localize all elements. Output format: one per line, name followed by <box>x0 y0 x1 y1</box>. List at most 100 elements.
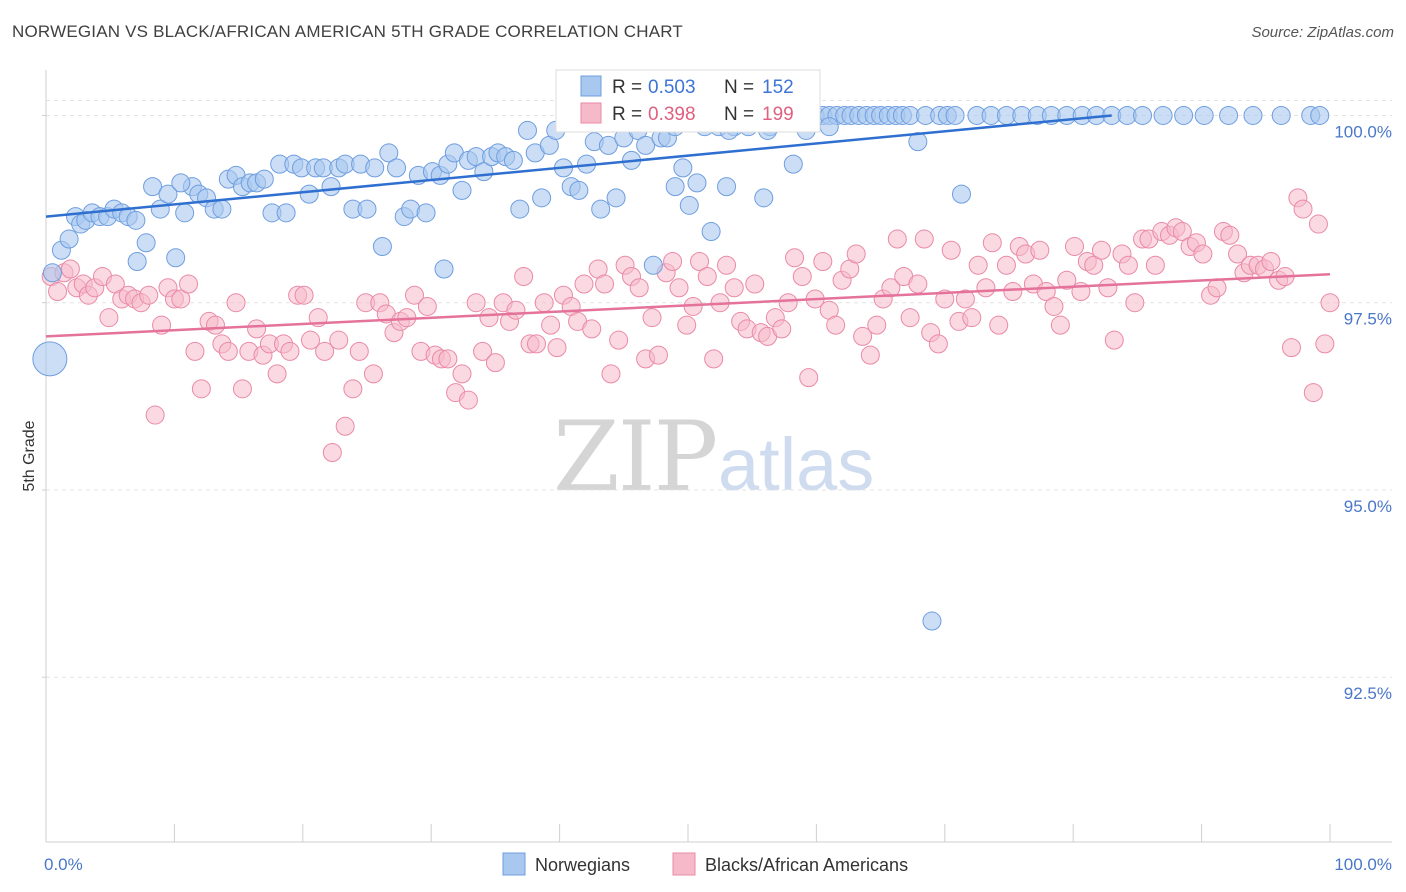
stats-pink-n-label: N = <box>724 104 754 125</box>
point-blacks-african-americans-31 <box>247 319 267 339</box>
point-norwegians-150 <box>665 177 685 197</box>
point-blacks-african-americans-100 <box>717 255 737 275</box>
point-blacks-african-americans-34 <box>267 364 287 384</box>
point-norwegians-153 <box>171 173 191 193</box>
x-axis-ticks <box>45 824 1331 842</box>
point-norwegians-64 <box>503 150 523 170</box>
point-blacks-african-americans-73 <box>534 293 554 313</box>
point-norwegians-76 <box>591 199 611 219</box>
point-blacks-african-americans-48 <box>363 364 383 384</box>
point-norwegians-39 <box>321 177 341 197</box>
point-norwegians-17 <box>158 184 178 204</box>
point-blacks-african-americans-89 <box>642 308 662 328</box>
trend-lines <box>45 114 1331 338</box>
series-blacks-african-americans <box>41 188 1340 463</box>
point-blacks-african-americans-108 <box>772 319 792 339</box>
point-blacks-african-americans-45 <box>343 379 363 399</box>
point-blacks-african-americans-1 <box>48 281 68 301</box>
point-blacks-african-americans-70 <box>514 266 534 286</box>
x-tick-label-max: 100.0% <box>1334 855 1392 874</box>
point-blacks-african-americans-160 <box>1125 293 1145 313</box>
point-blacks-african-americans-151 <box>1064 237 1084 257</box>
point-blacks-african-americans-94 <box>677 315 697 335</box>
point-blacks-african-americans-83 <box>601 364 621 384</box>
point-norwegians-139 <box>1174 105 1194 125</box>
x-tick-label-min: 0.0% <box>44 855 83 874</box>
legend-label-norwegians: Norwegians <box>535 855 630 875</box>
point-norwegians-36 <box>299 184 319 204</box>
point-blacks-african-americans-27 <box>218 341 238 361</box>
point-norwegians-47 <box>379 143 399 163</box>
point-norwegians-45 <box>365 158 385 178</box>
source-label: Source: ZipAtlas.com <box>1251 24 1394 41</box>
point-norwegians-140 <box>1194 105 1214 125</box>
y-axis-labels: 92.5% 95.0% 97.5% 100.0% <box>1334 122 1392 703</box>
point-norwegians-141 <box>1219 105 1239 125</box>
point-blacks-african-americans-3 <box>60 259 80 279</box>
point-norwegians-89 <box>687 173 707 193</box>
point-blacks-african-americans-138 <box>976 278 996 298</box>
point-blacks-african-americans-44 <box>335 416 355 436</box>
point-norwegians-30 <box>254 169 274 189</box>
point-blacks-african-americans-9 <box>99 308 119 328</box>
point-blacks-african-americans-15 <box>139 285 159 305</box>
point-blacks-african-americans-122 <box>867 315 887 335</box>
point-blacks-african-americans-120 <box>853 326 873 346</box>
point-norwegians-14 <box>136 233 156 253</box>
point-blacks-african-americans-185 <box>1293 199 1313 219</box>
point-blacks-african-americans-139 <box>982 233 1002 253</box>
legend-swatch-norwegians <box>502 852 526 876</box>
point-norwegians-143 <box>1271 105 1291 125</box>
point-norwegians-125 <box>951 184 971 204</box>
point-blacks-african-americans-159 <box>1118 255 1138 275</box>
point-norwegians-44 <box>357 199 377 219</box>
stats-blue-n-label: N = <box>724 77 754 98</box>
point-norwegians-102 <box>783 154 803 174</box>
point-blacks-african-americans-98 <box>704 349 724 369</box>
point-blacks-african-americans-174 <box>1220 225 1240 245</box>
legend-swatch-blacks-african-americans <box>672 852 696 876</box>
point-blacks-african-americans-156 <box>1098 278 1118 298</box>
point-norwegians-146 <box>819 117 839 137</box>
point-blacks-african-americans-128 <box>908 274 928 294</box>
point-blacks-african-americans-64 <box>473 341 493 361</box>
stats-box: R = 0.503 N = 152 R = 0.398 N = 199 <box>555 69 821 133</box>
point-blacks-african-americans-29 <box>232 379 252 399</box>
point-blacks-african-americans-187 <box>1308 214 1328 234</box>
stats-swatch-pink <box>580 102 602 124</box>
point-blacks-african-americans-16 <box>145 405 165 425</box>
point-norwegians-91 <box>701 222 721 242</box>
point-blacks-african-americans-141 <box>996 255 1016 275</box>
point-blacks-african-americans-75 <box>547 338 567 358</box>
point-norwegians-66 <box>518 120 537 140</box>
point-norwegians-77 <box>598 135 618 155</box>
y-tick-label-0: 92.5% <box>1344 684 1392 703</box>
point-norwegians-65 <box>510 199 530 219</box>
point-blacks-african-americans-63 <box>466 293 486 313</box>
point-blacks-african-americans-146 <box>1030 240 1050 260</box>
trend-line-norwegians <box>45 114 1112 218</box>
point-norwegians-15 <box>143 177 163 197</box>
point-blacks-african-americans-163 <box>1145 255 1165 275</box>
point-blacks-african-americans-155 <box>1091 240 1111 260</box>
point-norwegians-3 <box>59 229 79 249</box>
point-norwegians-88 <box>679 195 699 215</box>
point-blacks-african-americans-127 <box>900 308 920 328</box>
point-blacks-african-americans-167 <box>1172 222 1192 242</box>
point-norwegians-24 <box>212 199 232 219</box>
point-norwegians-73 <box>569 180 589 200</box>
legend-label-blacks-african-americans: Blacks/African Americans <box>705 855 908 875</box>
watermark-zip: ZIP <box>553 401 716 513</box>
point-blacks-african-americans-74 <box>541 315 561 335</box>
point-blacks-african-americans-36 <box>280 341 300 361</box>
stats-blue-n-value: 152 <box>762 77 794 98</box>
y-tick-label-2: 97.5% <box>1344 310 1392 329</box>
point-blacks-african-americans-149 <box>1050 315 1070 335</box>
y-axis-title: 5th Grade <box>21 420 38 491</box>
point-blacks-african-americans-170 <box>1193 244 1213 264</box>
watermark: ZIP atlas <box>553 401 874 513</box>
point-blacks-african-americans-84 <box>609 330 629 350</box>
point-blacks-african-americans-54 <box>405 285 425 305</box>
point-norwegians-121 <box>922 611 942 631</box>
point-blacks-african-americans-97 <box>697 266 717 286</box>
